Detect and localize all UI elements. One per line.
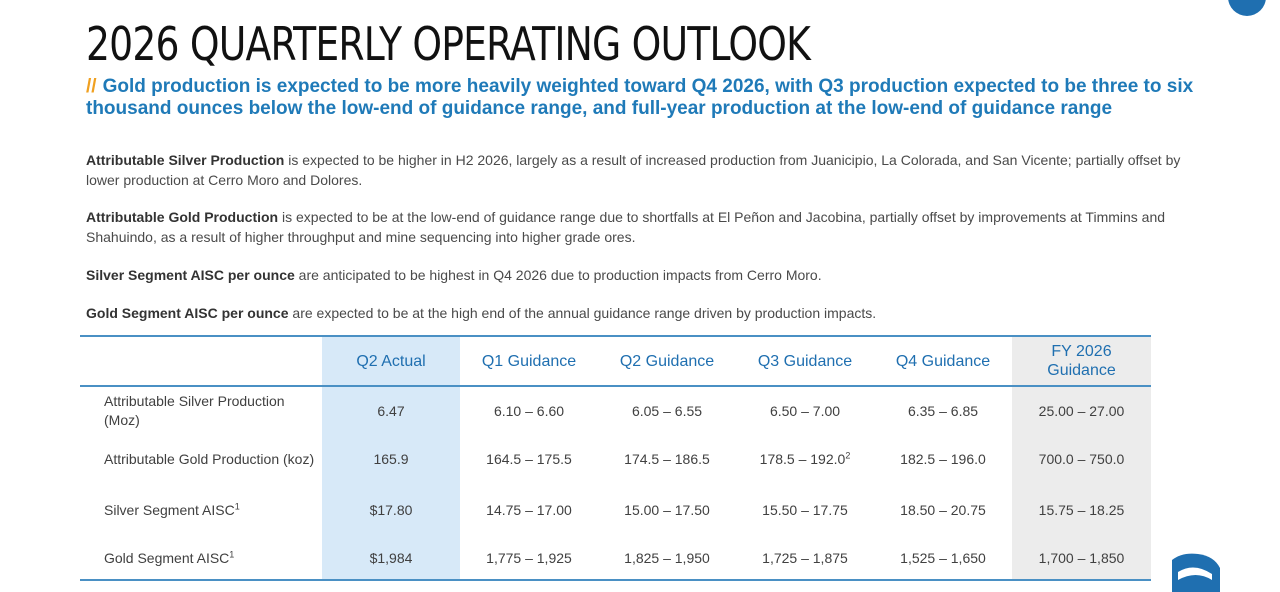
cell-q1-guidance: 6.10 – 6.60 — [460, 386, 598, 435]
paragraph-bold-lead: Attributable Gold Production — [86, 209, 279, 225]
cell-value: 178.5 – 192.0 — [759, 451, 846, 467]
footnote-marker: 1 — [229, 548, 235, 559]
cell-value: 6.35 – 6.85 — [907, 403, 979, 419]
cell-q1-guidance: 14.75 – 17.00 — [460, 483, 598, 537]
company-logo-mark — [1172, 553, 1220, 592]
cell-q2-guidance: 174.5 – 186.5 — [598, 435, 736, 483]
table-row: Attributable Gold Production (koz) 165.9 1… — [80, 435, 1151, 483]
cell-q2-guidance: 6.05 – 6.55 — [598, 386, 736, 435]
table-header-row: Q2 Actual Q1 Guidance Q2 Guidance Q3 Gui… — [80, 336, 1151, 386]
cell-q3-guidance: 6.50 – 7.00 — [736, 386, 874, 435]
page-number-badge — [1228, 0, 1266, 16]
header-q1-guidance: Q1 Guidance — [481, 352, 577, 370]
header-fy-line1: FY 2026 — [1051, 343, 1112, 360]
cell-value: 1,525 – 1,650 — [900, 550, 986, 566]
cell-value: 14.75 – 17.00 — [486, 502, 572, 518]
cell-q3-guidance: 178.5 – 192.02 — [736, 435, 874, 483]
cell-fy-guidance: 15.75 – 18.25 — [1012, 483, 1151, 537]
cell-q1-guidance: 164.5 – 175.5 — [460, 435, 598, 483]
subtitle: //Gold production is expected to be more… — [86, 76, 1246, 120]
table-row: Attributable Silver Production (Moz) 6.47… — [80, 386, 1151, 435]
header-empty — [80, 336, 322, 386]
row-label-text: Attributable Gold Production (koz) — [104, 450, 315, 467]
cell-q3-guidance: 1,725 – 1,875 — [736, 537, 874, 580]
cell-value: 1,700 – 1,850 — [1038, 550, 1125, 566]
cell-value: 15.00 – 17.50 — [624, 502, 710, 518]
cell-value: 174.5 – 186.5 — [624, 451, 710, 467]
cell-value: 165.9 — [373, 451, 409, 467]
cell-q2-actual: $17.80 — [322, 483, 460, 537]
cell-fy-guidance: 25.00 – 27.00 — [1012, 386, 1151, 435]
cell-value: 700.0 – 750.0 — [1038, 451, 1125, 467]
cell-value: 164.5 – 175.5 — [486, 451, 572, 467]
cell-value: 6.10 – 6.60 — [493, 403, 565, 419]
cell-value: 1,775 – 1,925 — [486, 550, 572, 566]
cell-q4-guidance: 6.35 – 6.85 — [874, 386, 1012, 435]
cell-fy-guidance: 1,700 – 1,850 — [1012, 537, 1151, 580]
cell-q4-guidance: 182.5 – 196.0 — [874, 435, 1012, 483]
paragraph-bold-lead: Attributable Silver Production — [86, 152, 285, 168]
cell-value: 18.50 – 20.75 — [900, 502, 986, 518]
cell-value: $1,984 — [369, 550, 413, 566]
header-q4-guidance: Q4 Guidance — [895, 352, 991, 370]
cell-fy-guidance: 700.0 – 750.0 — [1012, 435, 1151, 483]
paragraph-body: is expected to be higher in H2 2026, lar… — [86, 152, 1181, 188]
cell-value: 182.5 – 196.0 — [900, 451, 986, 467]
cell-value: 6.05 – 6.55 — [631, 403, 703, 419]
cell-value: 25.00 – 27.00 — [1038, 403, 1125, 419]
row-label: Attributable Silver Production (Moz) — [80, 386, 322, 435]
cell-q1-guidance: 1,775 – 1,925 — [460, 537, 598, 580]
subtitle-slashes: // — [86, 76, 97, 97]
outlook-table: Q2 Actual Q1 Guidance Q2 Guidance Q3 Gui… — [80, 335, 1151, 581]
header-q2-guidance: Q2 Guidance — [619, 352, 715, 370]
cell-value: 6.50 – 7.00 — [769, 403, 841, 419]
paragraph-silver-production: Attributable Silver Production is expect… — [86, 150, 1186, 190]
header-fy-line2: Guidance — [1047, 362, 1116, 379]
footnote-marker: 2 — [845, 450, 851, 461]
cell-q2-actual: 6.47 — [322, 386, 460, 435]
cell-value: 1,725 – 1,875 — [762, 550, 848, 566]
header-fy-guidance: FY 2026 Guidance — [1012, 336, 1151, 386]
paragraph-body: are anticipated to be highest in Q4 2026… — [294, 267, 822, 283]
paragraph-gold-production: Attributable Gold Production is expected… — [86, 207, 1186, 247]
row-label-text: Gold Segment AISC — [104, 549, 230, 566]
paragraph-body: are expected to be at the high end of th… — [288, 305, 877, 321]
paragraph-body: is expected to be at the low-end of guid… — [86, 209, 1166, 245]
row-label: Gold Segment AISC1 — [80, 537, 322, 580]
cell-q2-actual: 165.9 — [322, 435, 460, 483]
table-row: Silver Segment AISC1 $17.80 14.75 – 17.00 1… — [80, 483, 1151, 537]
cell-value: 6.47 — [377, 403, 405, 419]
cell-value: 15.50 – 17.75 — [762, 502, 848, 518]
row-label: Silver Segment AISC1 — [80, 483, 322, 537]
footnote-marker: 1 — [234, 500, 240, 511]
row-label: Attributable Gold Production (koz) — [80, 435, 322, 483]
header-q2-actual: Q2 Actual — [322, 336, 460, 386]
cell-value: $17.80 — [369, 502, 413, 518]
cell-q3-guidance: 15.50 – 17.75 — [736, 483, 874, 537]
paragraph-gold-aisc: Gold Segment AISC per ounce are expected… — [86, 303, 1186, 323]
page-title: 2026 QUARTERLY OPERATING OUTLOOK — [86, 17, 811, 71]
row-label-text: Silver Segment AISC — [104, 501, 235, 518]
cell-value: 15.75 – 18.25 — [1038, 502, 1125, 518]
paragraph-bold-lead: Gold Segment AISC per ounce — [86, 305, 289, 321]
row-label-text: Attributable Silver Production (Moz) — [104, 393, 285, 428]
cell-q4-guidance: 18.50 – 20.75 — [874, 483, 1012, 537]
cell-q4-guidance: 1,525 – 1,650 — [874, 537, 1012, 580]
paragraph-bold-lead: Silver Segment AISC per ounce — [86, 267, 295, 283]
cell-q2-actual: $1,984 — [322, 537, 460, 580]
header-q3-guidance: Q3 Guidance — [757, 352, 853, 370]
paragraph-silver-aisc: Silver Segment AISC per ounce are antici… — [86, 265, 1186, 285]
cell-q2-guidance: 15.00 – 17.50 — [598, 483, 736, 537]
cell-q2-guidance: 1,825 – 1,950 — [598, 537, 736, 580]
table-row: Gold Segment AISC1 $1,984 1,775 – 1,925 1,8… — [80, 537, 1151, 580]
subtitle-text: Gold production is expected to be more h… — [86, 76, 1194, 119]
cell-value: 1,825 – 1,950 — [624, 550, 710, 566]
